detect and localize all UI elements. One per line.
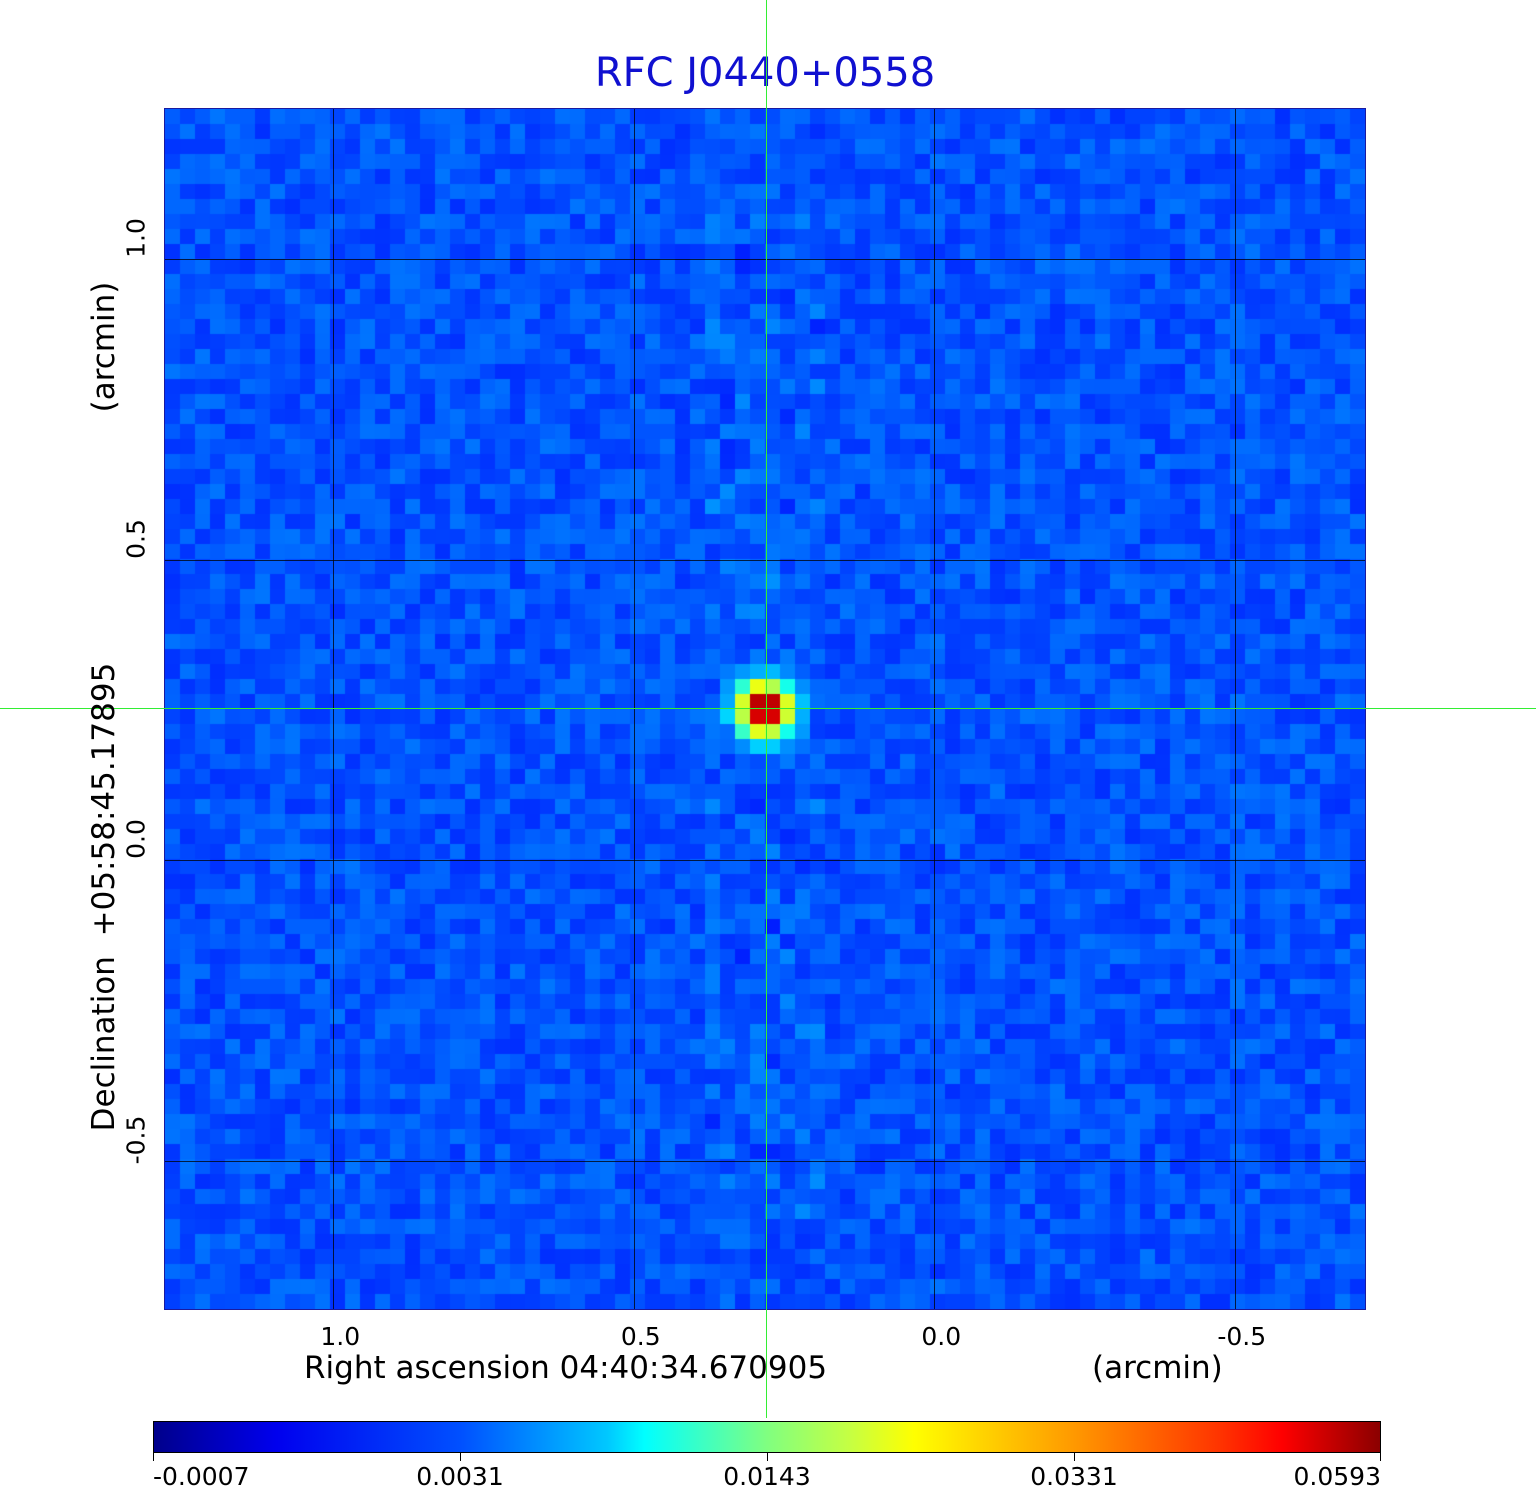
grid-line-y	[165, 1160, 1365, 1162]
grid-line-x	[1234, 109, 1236, 1309]
colorbar-tick	[153, 1453, 154, 1461]
x-tick-label: -0.5	[1217, 1322, 1267, 1351]
colorbar-label: 0.0593	[1293, 1462, 1381, 1491]
chart-title: RFC J0440+0558	[594, 50, 936, 96]
grid-line-x	[333, 109, 335, 1309]
grid-line-y	[165, 559, 1365, 561]
grid-line-y	[165, 860, 1365, 862]
colorbar-label: 0.0143	[723, 1462, 811, 1491]
y-tick-label: -0.5	[121, 1115, 151, 1165]
crosshair-horizontal	[0, 708, 1536, 709]
colorbar-tick	[1380, 1453, 1381, 1461]
intensity-map	[165, 109, 1365, 1309]
colorbar-label: 0.0331	[1030, 1462, 1118, 1491]
colorbar-label: -0.0007	[153, 1462, 250, 1491]
grid-line-x	[633, 109, 635, 1309]
crosshair-vertical	[766, 0, 767, 1418]
x-tick-label: 0.5	[620, 1322, 661, 1351]
y-tick-label: 1.0	[121, 218, 151, 259]
colorbar-tick	[767, 1453, 768, 1461]
grid-line-x	[934, 109, 936, 1309]
x-tick-label: 1.0	[320, 1322, 361, 1351]
y-axis-label: Declination +05:58:45.17895	[86, 662, 122, 1132]
y-tick-label: 0.5	[121, 518, 151, 559]
plot-area	[164, 108, 1366, 1310]
grid-line-y	[165, 259, 1365, 261]
colorbar-label: 0.0031	[416, 1462, 504, 1491]
x-axis-unit: (arcmin)	[1092, 1350, 1223, 1386]
x-tick-label: 0.0	[921, 1322, 962, 1351]
x-axis-label: Right ascension 04:40:34.670905	[304, 1350, 828, 1386]
y-axis-unit: (arcmin)	[86, 281, 122, 413]
colorbar-tick	[1074, 1453, 1075, 1461]
y-tick-label: 0.0	[121, 819, 151, 860]
colorbar-tick	[460, 1453, 461, 1461]
colorbar	[153, 1421, 1381, 1453]
